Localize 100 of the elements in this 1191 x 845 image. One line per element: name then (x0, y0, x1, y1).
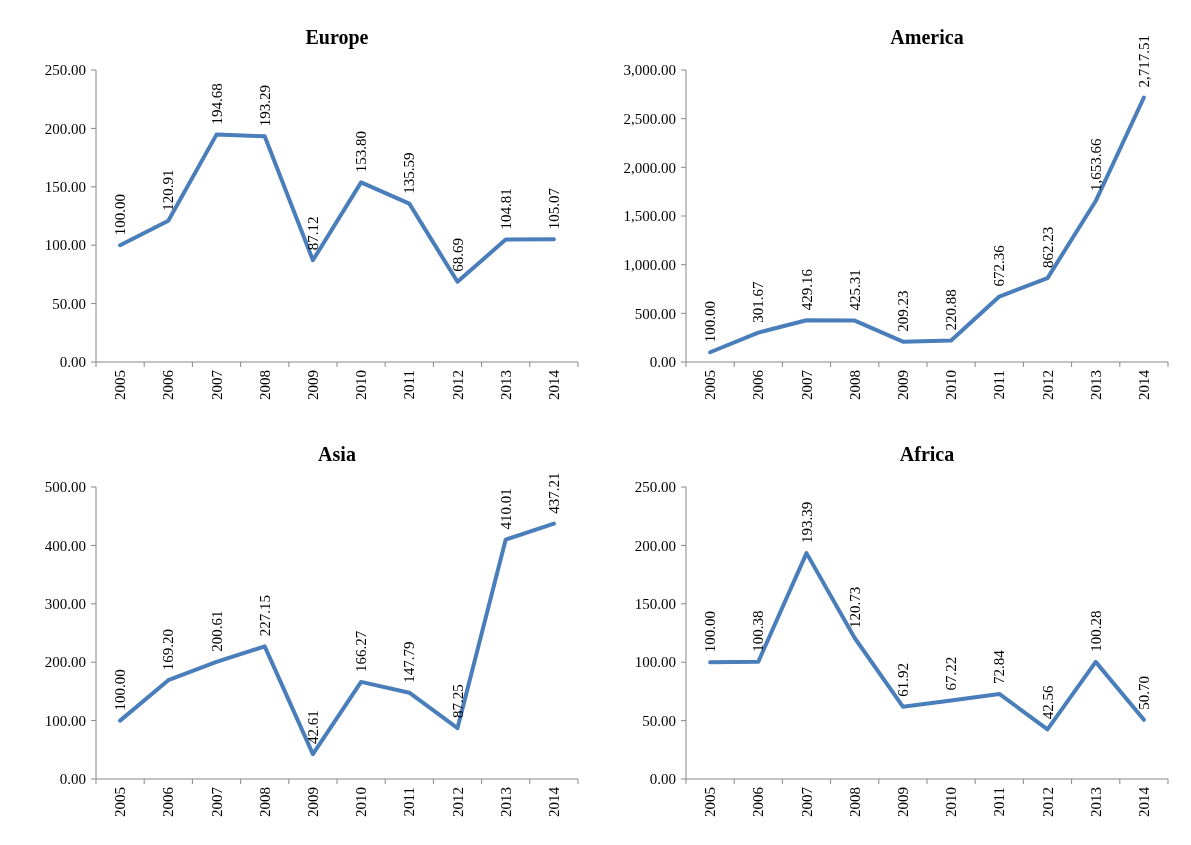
data-label: 120.73 (846, 586, 863, 628)
data-label: 209.23 (894, 290, 911, 332)
x-tick-label: 2008 (846, 370, 863, 400)
data-label: 100.28 (1087, 610, 1104, 652)
data-label: 87.25 (449, 684, 466, 719)
data-label: 200.61 (208, 610, 225, 652)
x-tick-label: 2006 (160, 786, 177, 817)
y-tick-label: 0.00 (649, 354, 676, 371)
x-tick-label: 2006 (160, 369, 177, 400)
data-label: 166.27 (353, 630, 370, 672)
y-tick-label: 1,500.00 (623, 208, 676, 225)
data-label: 169.20 (160, 628, 177, 671)
y-tick-label: 250.00 (44, 62, 86, 79)
x-tick-label: 2011 (401, 370, 418, 400)
x-tick-label: 2009 (304, 787, 321, 817)
x-tick-label: 2008 (256, 370, 273, 400)
data-label: 672.36 (991, 244, 1008, 287)
y-tick-label: 2,500.00 (623, 110, 676, 127)
data-label: 100.00 (702, 301, 719, 343)
x-tick-label: 2012 (1039, 370, 1056, 400)
data-label: 193.39 (798, 501, 815, 544)
x-tick-label: 2007 (798, 369, 815, 400)
data-label: 194.68 (208, 83, 225, 125)
x-tick-label: 2009 (894, 787, 911, 817)
x-tick-label: 2010 (353, 370, 370, 400)
y-tick-label: 150.00 (634, 596, 676, 613)
y-tick-label: 0.00 (59, 354, 86, 371)
x-tick-label: 2011 (991, 370, 1008, 400)
x-tick-label: 2012 (449, 787, 466, 817)
data-label: 862.23 (1039, 226, 1056, 269)
y-tick-label: 500.00 (634, 305, 676, 322)
x-tick-label: 2012 (449, 370, 466, 400)
x-tick-label: 2013 (497, 370, 514, 400)
y-tick-label: 200.00 (44, 654, 86, 671)
x-tick-label: 2009 (304, 370, 321, 400)
data-label: 61.92 (894, 662, 911, 697)
data-label: 301.67 (750, 280, 767, 323)
data-label: 135.59 (401, 152, 418, 194)
x-tick-label: 2013 (1087, 787, 1104, 817)
y-tick-label: 200.00 (634, 537, 676, 554)
y-tick-label: 2,000.00 (623, 159, 676, 176)
data-label: 425.31 (846, 269, 863, 311)
data-label: 67.22 (943, 656, 960, 691)
data-label: 2,717.51 (1135, 35, 1152, 88)
y-tick-label: 0.00 (649, 771, 676, 788)
y-tick-label: 50.00 (52, 295, 86, 312)
y-tick-label: 400.00 (44, 537, 86, 554)
data-label: 220.88 (943, 289, 960, 331)
data-label: 429.16 (798, 268, 815, 311)
data-label: 68.69 (449, 238, 466, 272)
data-label: 120.91 (160, 169, 177, 211)
x-tick-label: 2013 (497, 787, 514, 817)
chart-title: America (890, 26, 964, 48)
x-tick-label: 2014 (545, 786, 562, 817)
data-label: 193.29 (256, 84, 273, 127)
data-label: 100.00 (112, 193, 129, 236)
x-tick-label: 2005 (112, 370, 129, 400)
x-tick-label: 2010 (943, 370, 960, 400)
y-tick-label: 100.00 (634, 654, 676, 671)
data-label: 410.01 (497, 488, 514, 530)
y-tick-label: 1,000.00 (623, 256, 676, 273)
x-tick-label: 2010 (943, 787, 960, 817)
x-tick-label: 2014 (545, 369, 562, 400)
x-tick-label: 2012 (1039, 787, 1056, 817)
data-label: 227.15 (256, 595, 273, 637)
y-tick-label: 100.00 (44, 237, 86, 254)
y-tick-label: 300.00 (44, 596, 86, 613)
x-tick-label: 2005 (702, 370, 719, 400)
data-label: 50.70 (1135, 676, 1152, 710)
y-tick-label: 50.00 (642, 712, 676, 729)
x-tick-label: 2014 (1135, 786, 1152, 817)
y-tick-label: 0.00 (59, 771, 86, 788)
data-label: 72.84 (991, 649, 1008, 684)
y-tick-label: 100.00 (44, 712, 86, 729)
y-tick-label: 3,000.00 (623, 62, 676, 79)
data-label: 100.00 (702, 610, 719, 653)
data-label: 153.80 (353, 131, 370, 173)
x-tick-label: 2005 (112, 787, 129, 817)
data-label: 42.56 (1039, 685, 1056, 720)
data-label: 100.00 (112, 669, 129, 711)
data-label: 42.61 (304, 710, 321, 745)
data-label: 104.81 (497, 188, 514, 230)
x-tick-label: 2007 (208, 369, 225, 400)
data-label: 100.38 (750, 610, 767, 652)
y-tick-label: 250.00 (634, 479, 676, 496)
data-label: 147.79 (401, 641, 418, 683)
x-tick-label: 2007 (798, 786, 815, 817)
x-tick-label: 2008 (256, 787, 273, 817)
x-tick-label: 2006 (750, 786, 767, 817)
x-tick-label: 2011 (401, 787, 418, 817)
data-label: 87.12 (304, 216, 321, 251)
x-tick-label: 2008 (846, 787, 863, 817)
data-label: 437.21 (545, 472, 562, 514)
x-tick-label: 2007 (208, 786, 225, 817)
y-tick-label: 150.00 (44, 179, 86, 196)
x-tick-label: 2009 (894, 370, 911, 400)
chart-title: Europe (305, 26, 369, 49)
chart-title: Africa (899, 443, 955, 465)
x-tick-label: 2014 (1135, 369, 1152, 400)
chart-title: Asia (318, 443, 356, 465)
